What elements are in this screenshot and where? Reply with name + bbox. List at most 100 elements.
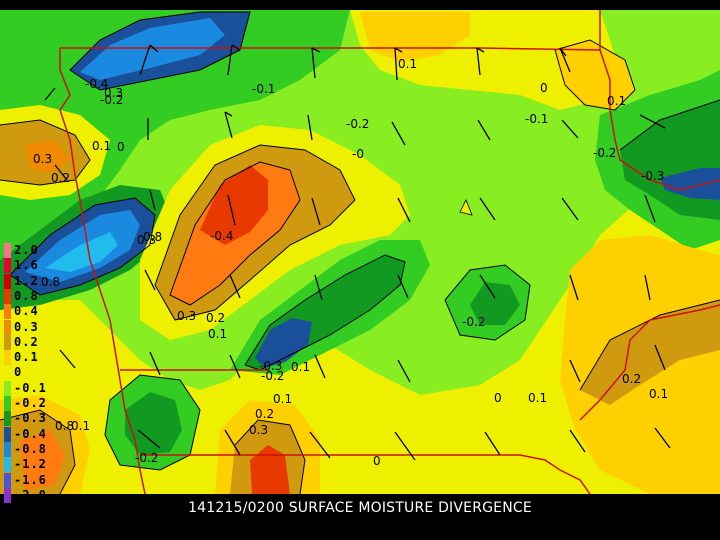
- legend-row: -2.0: [0, 487, 60, 503]
- legend-swatch: [4, 334, 11, 350]
- legend-swatch: [4, 273, 11, 289]
- legend-row: 0.8: [0, 288, 60, 304]
- legend-row: 0.1: [0, 350, 60, 366]
- wind-barbs: [44, 44, 671, 461]
- contour-labels: 0.1-0.1 00.1-0.40.3-0.2-0.2 -0.10.1 0 -0 -0.2…: [33, 57, 668, 468]
- legend-row: 0.2: [0, 334, 60, 350]
- legend-swatch: [4, 304, 11, 320]
- legend-label: -0.2: [14, 396, 47, 410]
- contour-label: 0.8: [55, 419, 74, 433]
- contour-label: -0.4: [85, 77, 108, 91]
- legend-label: -0.3: [14, 411, 47, 426]
- legend-label: -1.2: [14, 457, 47, 472]
- legend-swatch: [4, 365, 11, 381]
- legend-swatch: [4, 350, 11, 366]
- field-orange-ne: [555, 40, 635, 110]
- field-blue-nw: [80, 18, 225, 80]
- contour-label: 0.8: [143, 230, 162, 244]
- contour-label: 0.1: [649, 387, 668, 401]
- legend-label: 0: [14, 365, 23, 380]
- legend-label: 1.2: [14, 273, 39, 288]
- contour-label: 0.2: [206, 311, 225, 325]
- moisture-divergence-map: 0.1-0.1 00.1-0.40.3-0.2-0.2 -0.10.1 0 -0 -0.2…: [0, 10, 720, 494]
- legend-label: 0.2: [14, 334, 39, 349]
- legend-row: 0: [0, 365, 60, 381]
- contour-label: 0: [373, 454, 381, 468]
- legend-swatch: [4, 396, 11, 411]
- state-boundaries: [59, 10, 720, 494]
- contour-label: -0.2: [261, 369, 284, 383]
- legend-label: 0.3: [14, 319, 39, 334]
- legend-swatch: [4, 426, 11, 442]
- legend-row: -0.2: [0, 396, 60, 411]
- contour-label: 0.3: [249, 423, 268, 437]
- legend-row: -1.6: [0, 472, 60, 488]
- field-cyan-w: [45, 232, 118, 272]
- contour-label: 0.3: [33, 152, 52, 166]
- legend-label: 0.8: [14, 288, 39, 303]
- color-legend: 2.0 1.6 1.2 0.8 0.4 0.3 0.2 0.1 0 -0.1 -0.2 -0.3 -0.…: [0, 243, 60, 513]
- contour-label: 0: [494, 391, 502, 405]
- contour-label: -0: [352, 147, 364, 161]
- map-caption: 141215/0200 SURFACE MOISTURE DIVERGENCE: [188, 500, 532, 516]
- legend-swatch: [4, 457, 11, 473]
- legend-swatch: [4, 258, 11, 274]
- field-orange-nw: [25, 140, 70, 172]
- legend-swatch: [4, 411, 11, 427]
- contour-label: -0.2: [346, 117, 369, 131]
- legend-label: 0.1: [14, 350, 39, 365]
- legend-label: 0.4: [14, 304, 39, 319]
- legend-label: -0.4: [14, 426, 47, 441]
- contour-label: 0.1: [607, 94, 626, 108]
- contour-label: -0.1: [525, 112, 548, 126]
- legend-swatch: [4, 487, 11, 503]
- contour-label: 0: [117, 140, 125, 154]
- legend-swatch: [4, 288, 11, 304]
- legend-row: -0.3: [0, 411, 60, 427]
- field-orange-n: [360, 12, 470, 62]
- legend-row: 1.2: [0, 273, 60, 289]
- legend-swatch: [4, 319, 11, 335]
- legend-row: 2.0: [0, 243, 60, 258]
- contour-label: -0.3: [641, 169, 664, 183]
- legend-row: -0.8: [0, 441, 60, 457]
- contour-label: 0.2: [51, 171, 70, 185]
- legend-label: -1.6: [14, 472, 47, 487]
- contour-label: 0.1: [92, 139, 111, 153]
- field-small-yellow-spot: [459, 199, 473, 216]
- contour-label: -0.3: [259, 359, 282, 373]
- contour-label: 0.3: [104, 86, 123, 100]
- contour-label: 0.3: [137, 233, 156, 247]
- legend-row: -1.2: [0, 457, 60, 473]
- legend-row: 0.4: [0, 304, 60, 320]
- legend-swatch: [4, 441, 11, 457]
- field-red-c: [200, 165, 268, 245]
- contour-label: 0.1: [273, 392, 292, 406]
- legend-row: 0.3: [0, 319, 60, 335]
- contour-label: 0.3: [177, 309, 196, 323]
- contour-label: 0.1: [528, 391, 547, 405]
- contour-label: 0.2: [622, 372, 641, 386]
- legend-label: -0.1: [14, 380, 47, 395]
- field-red-s: [250, 445, 290, 494]
- contour-label: 0.8: [41, 275, 60, 289]
- contour-label: -0.2: [135, 451, 158, 465]
- legend-label: -0.8: [14, 441, 47, 456]
- contour-label: 0: [540, 81, 548, 95]
- legend-label: 2.0: [14, 243, 39, 257]
- contour-label: -0.2: [593, 146, 616, 160]
- legend-label: 1.6: [14, 258, 39, 273]
- field-darkgreen-s: [125, 392, 182, 455]
- contour-label: -0.2: [100, 93, 123, 107]
- contour-label: -0.1: [252, 82, 275, 96]
- contour-label: 0.1: [291, 360, 310, 374]
- legend-label: -2.0: [14, 487, 47, 502]
- legend-swatch: [4, 243, 11, 258]
- field-orange2-sw: [20, 430, 65, 490]
- legend-row: 1.6: [0, 258, 60, 274]
- contour-label: -0.4: [210, 229, 233, 243]
- contour-label: 0.2: [255, 407, 274, 421]
- legend-row: -0.4: [0, 426, 60, 442]
- legend-swatch: [4, 380, 11, 396]
- field-green: [0, 10, 350, 300]
